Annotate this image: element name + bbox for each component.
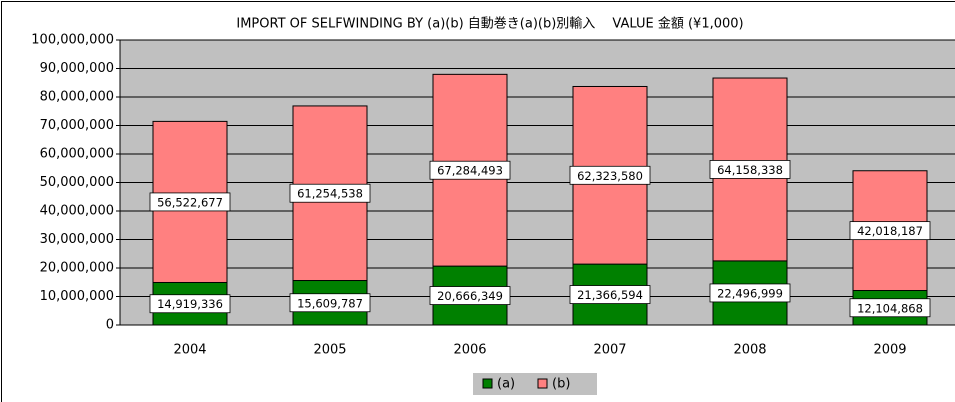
- value-label: 15,609,787: [297, 296, 363, 310]
- value-label-box: [709, 160, 791, 179]
- value-label: 22,496,999: [717, 286, 783, 300]
- x-tick-label: 2007: [593, 343, 626, 358]
- value-label: 56,522,677: [157, 195, 223, 209]
- legend-swatch: [537, 378, 548, 389]
- value-label-box: [289, 183, 371, 203]
- value-label-box: [429, 160, 511, 180]
- legend-label: (a): [497, 377, 515, 392]
- value-label: 67,284,493: [437, 164, 503, 178]
- y-tick-label: 60,000,000: [40, 147, 114, 162]
- y-tick-label: 100,000,000: [31, 33, 114, 48]
- value-label: 14,919,336: [157, 297, 223, 311]
- y-tick-label: 80,000,000: [40, 90, 114, 105]
- y-tick-label: 90,000,000: [40, 61, 114, 76]
- value-label-box: [849, 298, 931, 318]
- chart-title: IMPORT OF SELFWINDING BY (a)(b) 自動巻き(a)(…: [236, 16, 743, 32]
- y-tick-label: 50,000,000: [40, 175, 114, 190]
- legend-box: [473, 373, 597, 395]
- value-label: 21,366,594: [577, 288, 643, 302]
- x-tick-label: 2004: [173, 343, 206, 358]
- y-tick-label: 0: [106, 318, 114, 333]
- value-label: 61,254,538: [297, 187, 363, 201]
- value-label-box: [149, 294, 231, 314]
- y-tick-label: 10,000,000: [40, 289, 114, 304]
- value-label-box: [569, 285, 651, 304]
- x-tick-label: 2006: [453, 343, 486, 358]
- y-tick-label: 70,000,000: [40, 118, 114, 133]
- value-label-box: [709, 283, 791, 303]
- legend-label: (b): [552, 377, 570, 392]
- value-label: 42,018,187: [857, 224, 923, 238]
- value-label-box: [429, 286, 511, 305]
- x-tick-label: 2009: [873, 343, 906, 358]
- value-label-box: [569, 165, 651, 185]
- x-tick-label: 2008: [733, 343, 766, 358]
- y-tick-label: 40,000,000: [40, 204, 114, 219]
- legend-swatch: [482, 378, 493, 389]
- value-label-box: [289, 293, 371, 313]
- value-label: 62,323,580: [577, 169, 643, 183]
- value-label: 12,104,868: [857, 301, 923, 315]
- x-tick-label: 2005: [313, 343, 346, 358]
- value-label: 20,666,349: [437, 289, 503, 303]
- y-tick-label: 20,000,000: [40, 261, 114, 276]
- value-label-box: [849, 221, 931, 241]
- y-tick-label: 30,000,000: [40, 232, 114, 247]
- value-label-box: [149, 192, 231, 212]
- value-label: 64,158,338: [717, 163, 783, 177]
